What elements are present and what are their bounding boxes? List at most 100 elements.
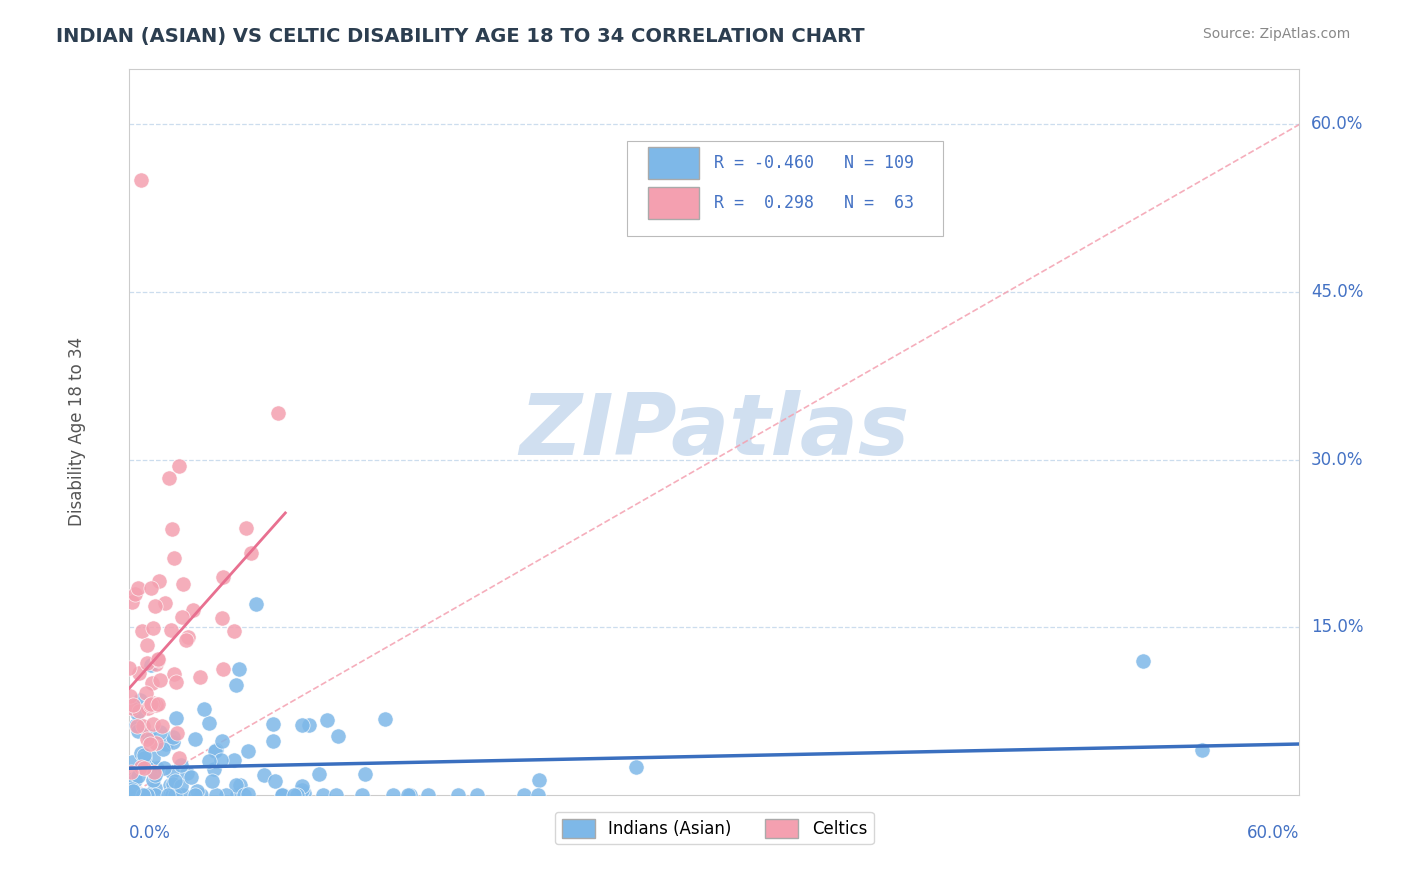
Point xyxy=(162,777,184,791)
Text: 60.0%: 60.0% xyxy=(1312,115,1364,134)
Point xyxy=(118,788,141,802)
Point xyxy=(205,788,228,802)
Point xyxy=(201,774,224,789)
Point xyxy=(245,597,267,611)
Point xyxy=(253,767,276,781)
Point xyxy=(131,718,153,732)
Point xyxy=(139,698,162,712)
Point xyxy=(122,784,145,798)
Point xyxy=(204,744,226,758)
Point xyxy=(146,760,169,774)
Point xyxy=(143,768,166,782)
Point xyxy=(236,788,259,802)
Text: ZIPatlas: ZIPatlas xyxy=(519,390,910,473)
Point xyxy=(166,726,188,740)
Point xyxy=(262,733,284,747)
Point xyxy=(325,788,347,802)
Point xyxy=(273,788,295,802)
Point xyxy=(129,173,152,187)
Point xyxy=(127,788,149,802)
Point xyxy=(142,717,165,731)
Point xyxy=(381,788,404,802)
Point xyxy=(228,662,250,676)
Point xyxy=(122,772,145,786)
Point xyxy=(131,788,153,802)
Point xyxy=(165,674,187,689)
Point xyxy=(159,788,181,802)
Point xyxy=(1191,743,1213,757)
Point xyxy=(225,778,247,792)
Point xyxy=(135,761,157,775)
Point xyxy=(153,761,176,775)
Point xyxy=(138,729,160,743)
Point xyxy=(142,765,165,780)
Point xyxy=(145,657,167,672)
FancyBboxPatch shape xyxy=(648,147,699,179)
Point xyxy=(184,732,207,747)
Point xyxy=(136,700,159,714)
Point xyxy=(159,778,181,792)
Point xyxy=(122,698,145,713)
Point xyxy=(139,698,162,712)
Point xyxy=(139,737,162,751)
Point xyxy=(121,781,143,796)
Point xyxy=(212,662,235,676)
Point xyxy=(124,785,146,799)
Point xyxy=(146,697,169,711)
Text: R = -0.460   N = 109: R = -0.460 N = 109 xyxy=(714,154,914,172)
Point xyxy=(229,778,252,792)
Point xyxy=(202,762,225,776)
Point xyxy=(136,788,159,802)
Point xyxy=(172,577,194,591)
Point xyxy=(232,788,254,802)
Point xyxy=(160,764,183,779)
Point xyxy=(225,788,247,802)
Point xyxy=(176,632,198,647)
Point xyxy=(165,711,187,725)
Point xyxy=(127,723,149,738)
Point xyxy=(198,716,221,731)
Point xyxy=(311,788,333,802)
Point xyxy=(121,755,143,769)
Point xyxy=(118,661,141,675)
Point xyxy=(167,751,190,765)
Point xyxy=(148,652,170,666)
Point xyxy=(169,459,191,474)
Point xyxy=(291,718,314,732)
Point xyxy=(190,788,212,802)
Point xyxy=(136,656,159,670)
Point xyxy=(160,788,183,802)
Point xyxy=(283,788,305,802)
Point xyxy=(127,769,149,783)
Point xyxy=(142,750,165,764)
Point xyxy=(353,767,375,781)
Text: Source: ZipAtlas.com: Source: ZipAtlas.com xyxy=(1202,27,1350,41)
Point xyxy=(271,788,294,802)
Point xyxy=(132,750,155,764)
Point xyxy=(134,747,156,762)
Point xyxy=(145,698,167,712)
Point xyxy=(124,587,146,601)
Point xyxy=(142,773,165,788)
Point xyxy=(120,765,142,780)
Point xyxy=(142,622,165,636)
Legend: Indians (Asian), Celtics: Indians (Asian), Celtics xyxy=(555,812,873,845)
Point xyxy=(136,639,159,653)
Point xyxy=(143,781,166,796)
Point xyxy=(121,595,143,609)
Point xyxy=(205,743,228,757)
Point xyxy=(142,788,165,802)
Point xyxy=(235,521,257,535)
Point xyxy=(136,731,159,746)
Point xyxy=(183,788,205,802)
Point xyxy=(125,719,148,733)
Point xyxy=(131,760,153,774)
Point xyxy=(170,609,193,624)
Point xyxy=(124,772,146,787)
Point xyxy=(350,788,373,802)
Point xyxy=(163,550,186,565)
Point xyxy=(141,675,163,690)
Text: Disability Age 18 to 34: Disability Age 18 to 34 xyxy=(67,337,86,526)
Point xyxy=(262,717,284,731)
Point xyxy=(215,788,238,802)
